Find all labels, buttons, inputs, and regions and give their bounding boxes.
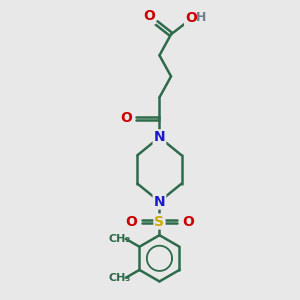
Text: N: N bbox=[154, 194, 165, 208]
Text: O: O bbox=[185, 11, 197, 25]
Text: O: O bbox=[182, 214, 194, 229]
Text: O: O bbox=[143, 9, 155, 23]
Text: O: O bbox=[120, 112, 132, 125]
Text: CH₃: CH₃ bbox=[108, 273, 130, 283]
Text: CH₃: CH₃ bbox=[108, 234, 130, 244]
Text: S: S bbox=[154, 214, 164, 229]
Text: O: O bbox=[125, 214, 137, 229]
Text: N: N bbox=[154, 130, 165, 144]
Text: H: H bbox=[196, 11, 207, 24]
